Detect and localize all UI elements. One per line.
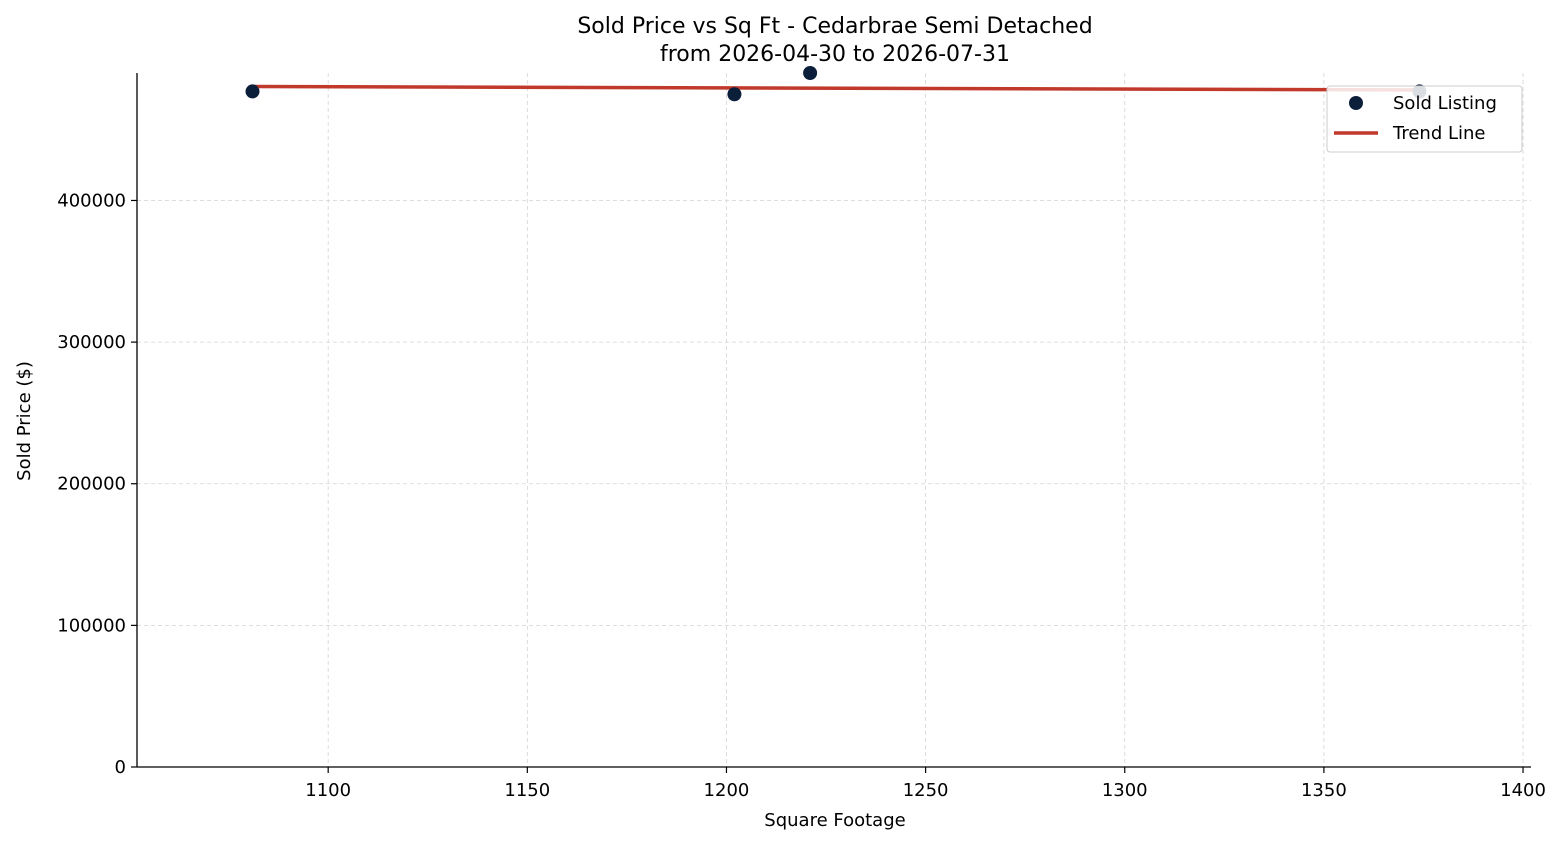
y-tick-label: 0 bbox=[115, 757, 126, 778]
legend-label: Sold Listing bbox=[1393, 93, 1497, 114]
sold-listing-point bbox=[727, 87, 742, 102]
x-tick-label: 1250 bbox=[903, 780, 949, 801]
x-tick-label: 1350 bbox=[1301, 780, 1347, 801]
sold-listing-point bbox=[245, 84, 260, 99]
y-tick-label: 300000 bbox=[57, 332, 126, 353]
legend-label: Trend Line bbox=[1392, 123, 1486, 144]
sold-listing-point bbox=[803, 66, 818, 80]
grid-layer bbox=[137, 73, 1531, 767]
y-tick-label: 100000 bbox=[57, 615, 126, 636]
axes-layer bbox=[136, 73, 1531, 768]
data-layer bbox=[245, 66, 1427, 102]
legend-box bbox=[1326, 85, 1523, 153]
y-axis-label: Sold Price ($) bbox=[14, 361, 35, 481]
chart-subtitle: from 2026-04-30 to 2026-07-31 bbox=[660, 42, 1010, 67]
legend: Sold Listing Trend Line bbox=[1326, 85, 1523, 153]
chart-title: Sold Price vs Sq Ft - Cedarbrae Semi Det… bbox=[577, 14, 1092, 39]
trend-line bbox=[252, 84, 1420, 92]
y-tick-label: 200000 bbox=[57, 474, 126, 495]
x-axis-label: Square Footage bbox=[764, 810, 905, 831]
x-tick-label: 1100 bbox=[305, 780, 351, 801]
x-tick-label: 1200 bbox=[704, 780, 750, 801]
x-tick-label: 1400 bbox=[1500, 780, 1546, 801]
x-tick-label: 1300 bbox=[1102, 780, 1148, 801]
y-tick-label: 400000 bbox=[57, 190, 126, 211]
ticks-layer: 1100 1150 1200 1250 1300 1350 1400 0 100000 20000… bbox=[57, 190, 1546, 801]
x-tick-label: 1150 bbox=[504, 780, 550, 801]
legend-marker-sold-listing bbox=[1349, 96, 1363, 110]
